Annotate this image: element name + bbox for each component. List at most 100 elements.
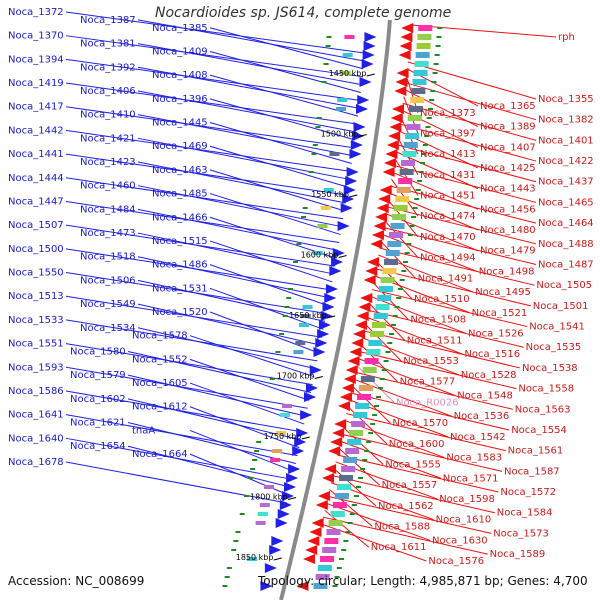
- cog-category-block: [412, 79, 427, 85]
- reverse-gene-arrow: [371, 230, 384, 240]
- forward-gene-arrow: [304, 392, 317, 402]
- gene-label-left: Noca_1485: [152, 189, 208, 200]
- label-connector-left: [65, 11, 365, 54]
- gc-content-mark: [392, 315, 398, 317]
- gene-label-left: Noca_1392: [80, 62, 136, 73]
- label-connector-left: [65, 153, 348, 196]
- gc-content-mark: [426, 117, 432, 119]
- label-connector-right: [394, 158, 419, 196]
- cog-category-block: [357, 394, 372, 400]
- gene-label-right: Noca_1610: [436, 515, 492, 526]
- reverse-gene-arrow: [365, 266, 378, 276]
- gc-content-mark: [377, 387, 383, 389]
- forward-gene-arrow: [279, 500, 292, 510]
- forward-gene-arrow: [337, 221, 350, 231]
- label-connector-left: [127, 350, 312, 393]
- gene-label-left: Noca_1551: [8, 339, 64, 350]
- reverse-gene-arrow: [375, 212, 388, 222]
- reverse-gene-arrow: [354, 320, 367, 330]
- label-connector-right: [393, 164, 537, 203]
- cog-category-block: [406, 124, 421, 130]
- label-connector-right: [370, 295, 467, 334]
- gc-content-mark: [293, 261, 299, 263]
- gc-content-mark: [250, 468, 256, 470]
- gc-content-mark: [254, 450, 260, 452]
- gene-label-right: Noca_1451: [420, 191, 476, 202]
- cog-category-block: [378, 286, 393, 292]
- reverse-gene-arrow: [390, 113, 403, 123]
- label-connector-right: [337, 454, 499, 493]
- cog-category-block: [315, 574, 330, 580]
- cog-category-block: [337, 98, 348, 102]
- cog-category-block: [342, 53, 353, 57]
- scale-tick-mark: [314, 376, 323, 379]
- forward-gene-arrow: [313, 347, 326, 357]
- forward-gene-arrow: [363, 41, 376, 51]
- cog-category-block: [334, 493, 349, 499]
- scale-tick-mark: [273, 557, 282, 561]
- gene-labels: Noca_1372 Noca_1387 Noca_1385 Noca_1370 Noca…: [8, 7, 594, 567]
- cog-category-block: [401, 160, 416, 166]
- gene-label-right: Noca_1576: [428, 556, 484, 567]
- gc-content-mark: [403, 261, 409, 263]
- reverse-gene-arrow: [388, 131, 401, 141]
- reverse-gene-arrow: [303, 554, 316, 564]
- label-connector-right: [379, 247, 535, 286]
- reverse-gene-arrow: [367, 257, 380, 267]
- gc-content-mark: [368, 432, 374, 434]
- gene-label-right: Noca_1521: [472, 308, 528, 319]
- gene-label-right: Noca_1526: [468, 328, 524, 339]
- cog-category-block: [322, 547, 337, 553]
- gc-content-mark: [275, 351, 281, 353]
- cog-category-block: [351, 421, 366, 427]
- gc-content-mark: [301, 216, 307, 218]
- gc-content-mark: [379, 378, 385, 380]
- gc-content-mark: [376, 396, 382, 398]
- gc-content-mark: [351, 504, 357, 506]
- gene-label-left: Noca_1466: [152, 212, 208, 223]
- label-connector-left: [209, 287, 324, 330]
- forward-gene-arrow: [284, 482, 297, 492]
- gc-content-mark: [427, 108, 433, 110]
- cog-category-block: [408, 106, 423, 112]
- cog-category-block: [353, 412, 368, 418]
- gc-content-mark: [437, 27, 443, 29]
- label-connector-right: [396, 144, 537, 183]
- gc-content-mark: [325, 45, 331, 47]
- reverse-gene-arrow: [309, 527, 322, 537]
- gene-label-right: Noca_1577: [400, 377, 456, 388]
- gene-label-right: rph: [558, 32, 575, 43]
- gene-label-right: Noca_1584: [497, 508, 553, 519]
- scale-tick-label: 1650 kbp: [289, 311, 327, 320]
- gene-label-right: Noca_1491: [418, 273, 474, 284]
- forward-gene-arrow: [332, 248, 345, 258]
- cog-category-block: [345, 448, 360, 454]
- gc-content-mark: [339, 558, 345, 560]
- accession-text: Accession: NC_008699: [8, 574, 145, 588]
- label-connector-left: [189, 358, 310, 401]
- gc-content-mark: [308, 171, 314, 173]
- cog-category-block: [393, 205, 408, 211]
- gene-label-left: Noca_1473: [80, 228, 136, 239]
- gc-content-mark: [407, 234, 413, 236]
- gc-content-mark: [296, 243, 302, 245]
- gc-content-mark: [248, 477, 254, 479]
- cog-category-block: [355, 403, 370, 409]
- gene-label-right: Noca_1538: [522, 363, 578, 374]
- gene-label-left: Noca_1518: [80, 252, 136, 263]
- gene-label-right: Noca_1562: [378, 501, 434, 512]
- cog-category-block: [415, 52, 430, 58]
- reverse-gene-arrow: [338, 401, 351, 411]
- gene-label-right: Noca_1510: [414, 294, 470, 305]
- gene-label-right: Noca_1508: [410, 315, 466, 326]
- reverse-gene-arrow: [389, 122, 402, 132]
- label-connector-right: [363, 330, 521, 369]
- gene-label-right: Noca_1611: [371, 542, 427, 553]
- gene-label-left: Noca_1550: [8, 268, 64, 279]
- gene-label-right: Noca_1553: [403, 356, 459, 367]
- reverse-gene-arrow: [401, 23, 414, 33]
- gene-label-left: Noca_1593: [8, 362, 64, 373]
- cog-category-block: [398, 178, 413, 184]
- label-connector-left: [65, 414, 298, 457]
